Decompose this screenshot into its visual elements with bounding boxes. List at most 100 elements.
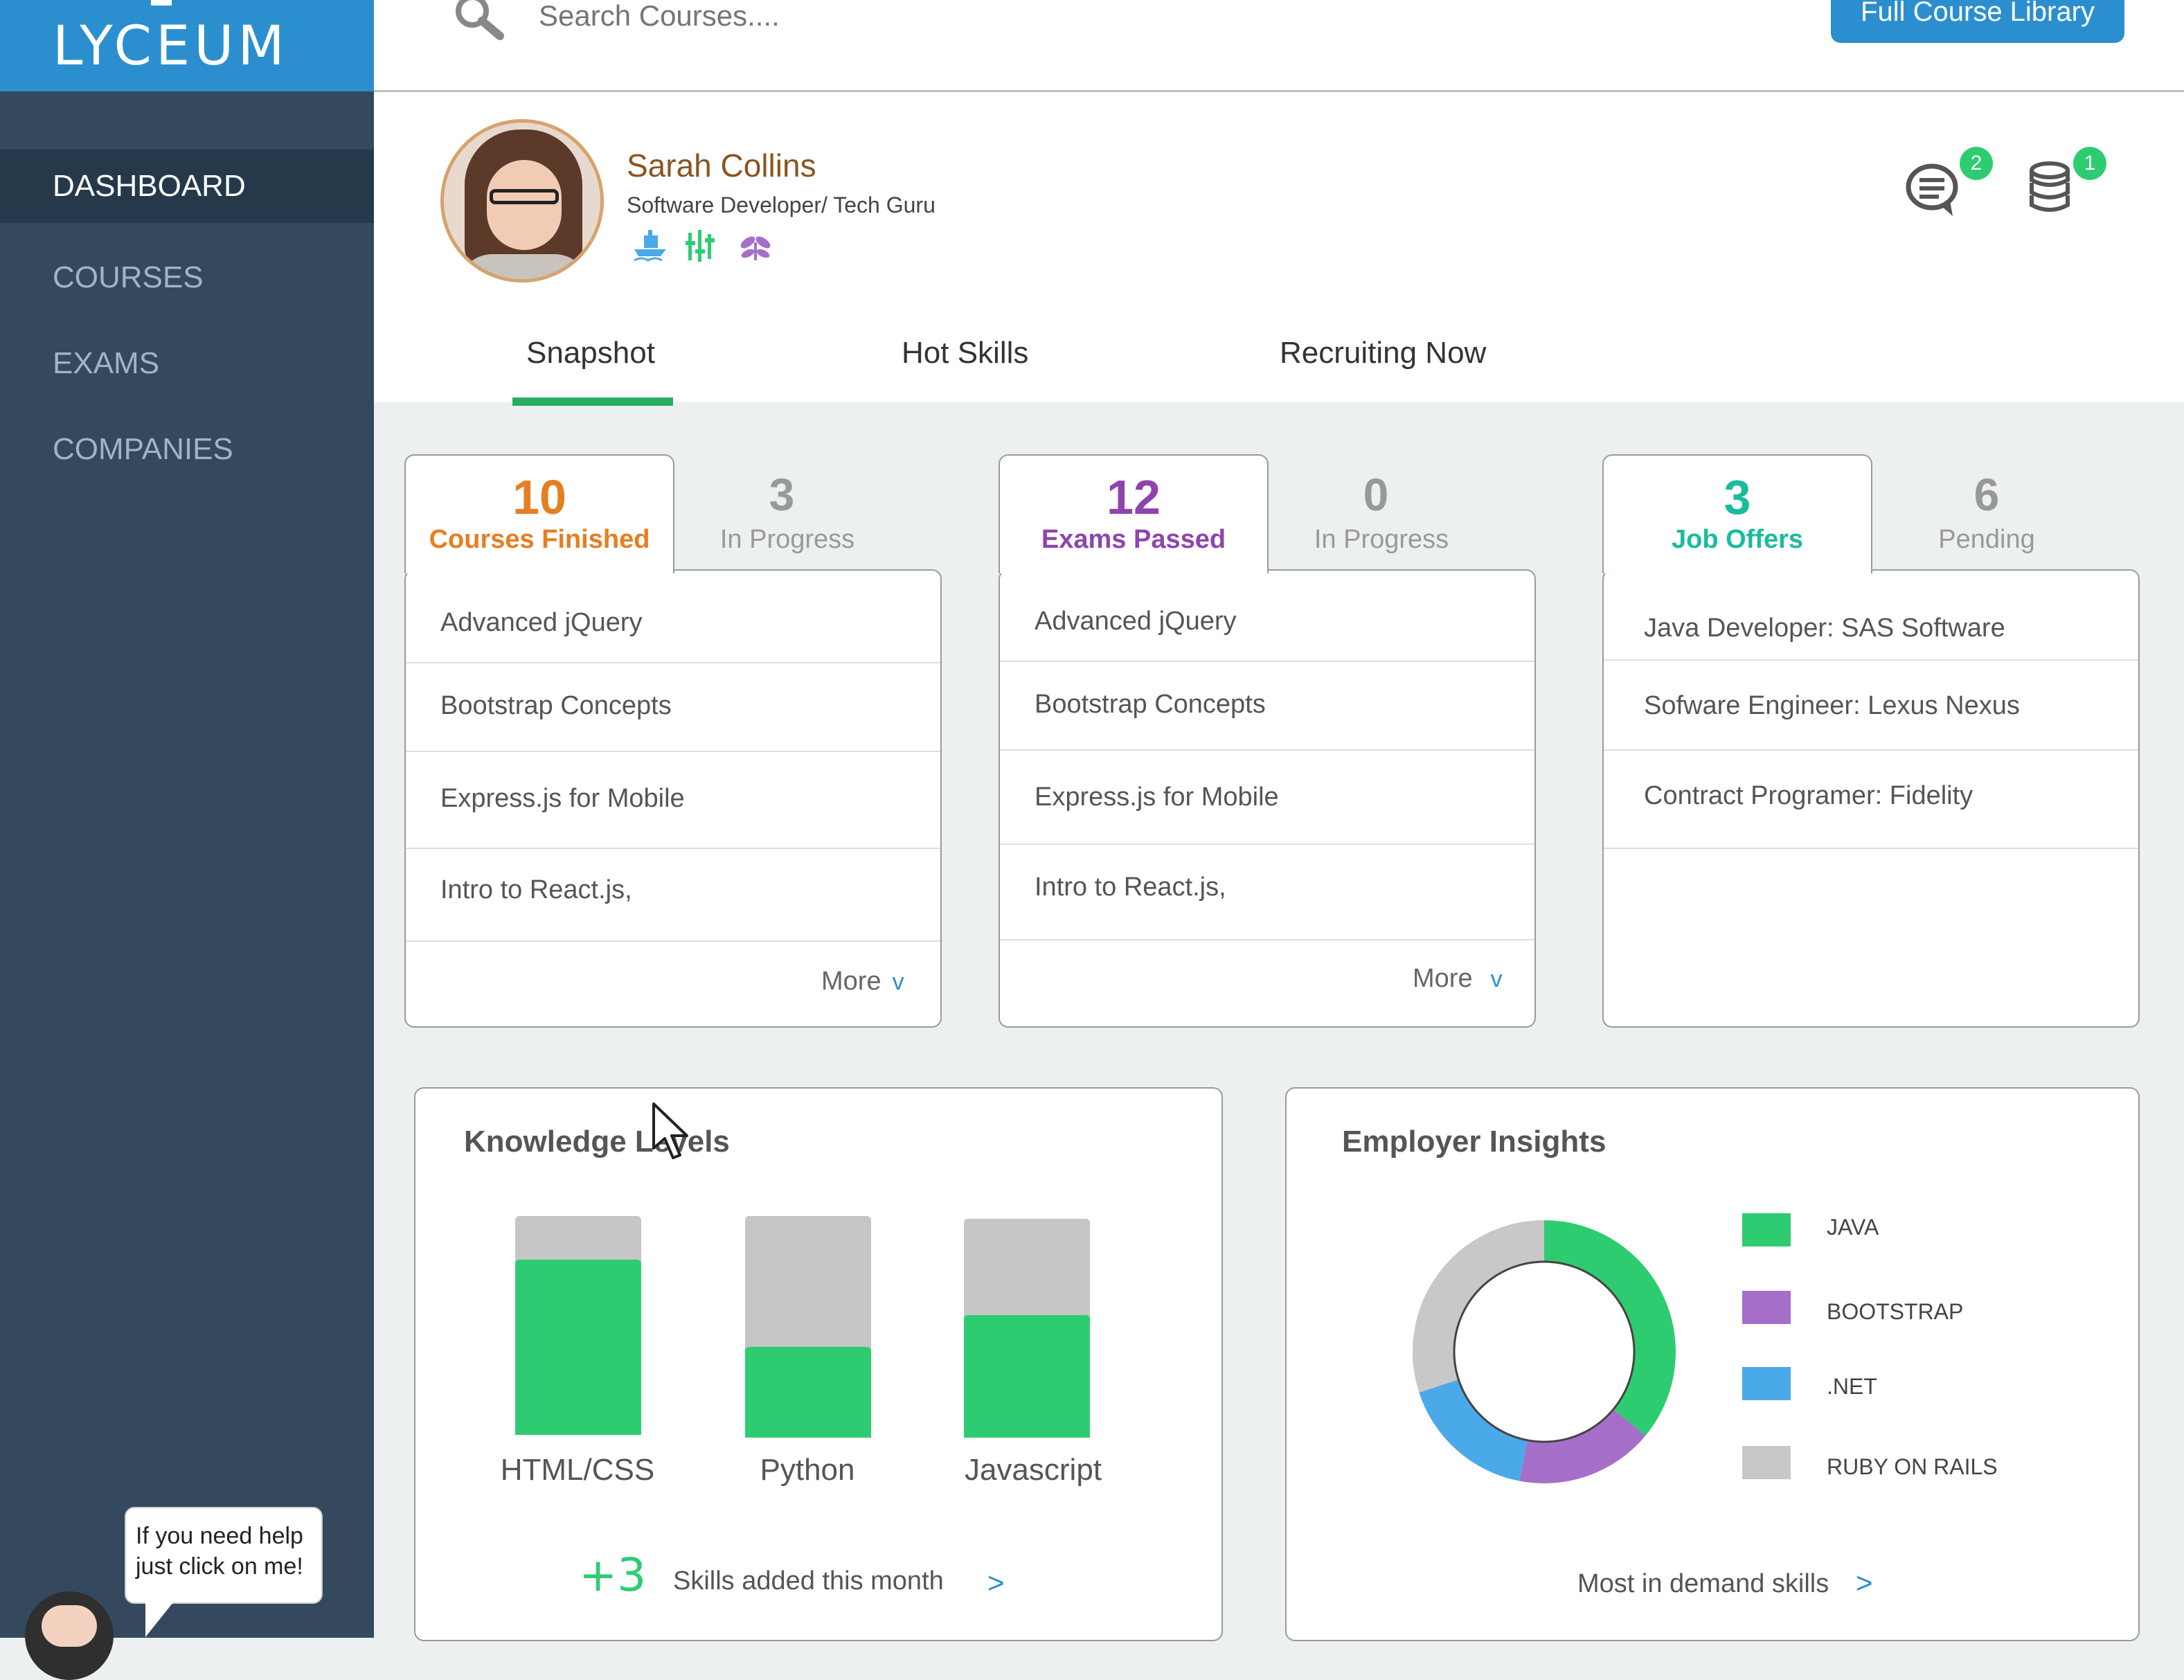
employer-insights-title: Employer Insights	[1342, 1125, 1606, 1159]
chevron-down-icon: v	[892, 969, 904, 995]
list-item[interactable]: Advanced jQuery	[406, 571, 940, 663]
messages-count-badge: 2	[1960, 147, 1993, 180]
list-item-text: Intro to React.js,	[1035, 873, 1226, 902]
list-item-text: Bootstrap Concepts	[440, 691, 672, 720]
donut-segment-ruby-on-rails	[1413, 1220, 1545, 1393]
skills-added-text: Skills added this month	[673, 1566, 944, 1596]
user-title: Software Developer/ Tech Guru	[627, 193, 936, 217]
avatar-body	[458, 254, 589, 279]
list-item-text: Express.js for Mobile	[440, 784, 685, 813]
skills-donut-chart	[1413, 1220, 1676, 1483]
job-offers-label: Job Offers	[1671, 525, 1804, 554]
list-item-text: Java Developer: SAS Software	[1644, 614, 2005, 643]
courses-more-link[interactable]: More v	[821, 967, 904, 997]
bar-track-python	[745, 1216, 871, 1438]
list-item[interactable]: Java Developer: SAS Software	[1604, 571, 2138, 661]
donut-inner-ring	[1453, 1260, 1636, 1443]
tab-hot-skills[interactable]: Hot Skills	[902, 336, 1029, 370]
exams-card: Advanced jQuery Bootstrap Concepts Expre…	[999, 569, 1536, 1028]
bar-javascript	[964, 1315, 1090, 1438]
bar-label-python: Python	[760, 1453, 855, 1487]
courses-card: Advanced jQuery Bootstrap Concepts Expre…	[404, 569, 942, 1028]
skills-added-count: +3	[579, 1548, 647, 1602]
list-item[interactable]: Bootstrap Concepts	[406, 663, 940, 752]
jobs-card: Java Developer: SAS Software Sofware Eng…	[1602, 569, 2140, 1028]
list-item[interactable]: Intro to React.js,	[1000, 845, 1534, 940]
list-item-text: Bootstrap Concepts	[1035, 690, 1266, 719]
courses-in-progress-count[interactable]: 3	[769, 469, 795, 520]
sidebar-item-companies[interactable]: COMPANIES	[53, 432, 233, 466]
list-item-text: Intro to React.js,	[440, 875, 632, 904]
search-input[interactable]	[537, 0, 956, 37]
list-item-text: Advanced jQuery	[440, 608, 643, 637]
list-item[interactable]: Sofware Engineer: Lexus Nexus	[1604, 661, 2138, 751]
bar-python	[745, 1347, 871, 1438]
list-item-text: Express.js for Mobile	[1035, 783, 1279, 812]
active-tab-indicator	[512, 397, 673, 406]
sidebar-item-dashboard[interactable]: DASHBOARD	[0, 150, 374, 223]
bar-label-javascript: Javascript	[964, 1453, 1102, 1487]
jobs-pending-count[interactable]: 6	[1973, 469, 2000, 520]
leaf-icon[interactable]	[737, 229, 774, 263]
knowledge-levels-title: Knowledge Levels	[464, 1125, 730, 1159]
courses-finished-label: Courses Finished	[429, 525, 650, 554]
more-label: More	[821, 967, 881, 996]
logo-mark	[151, 0, 172, 6]
help-text-line2: just click on me!	[136, 1553, 303, 1580]
tab-snapshot[interactable]: Snapshot	[526, 336, 655, 370]
messages-icon[interactable]	[1904, 157, 1971, 219]
most-in-demand-link[interactable]: >	[1856, 1566, 1873, 1599]
exams-passed-tab[interactable]: 12 Exams Passed	[999, 454, 1269, 573]
sidebar-item-courses[interactable]: COURSES	[53, 260, 204, 294]
donut-segment-net	[1419, 1379, 1528, 1481]
courses-finished-count: 10	[512, 470, 566, 524]
sidebar: LYCEUM DASHBOARD COURSES EXAMS COMPANIES…	[0, 0, 374, 1680]
avatar[interactable]	[440, 119, 604, 283]
skills-added-link[interactable]: >	[987, 1566, 1005, 1599]
help-assistant-avatar[interactable]	[25, 1591, 114, 1680]
jobs-pending-label[interactable]: Pending	[1938, 525, 2035, 554]
legend-label-net: .NET	[1827, 1374, 1877, 1399]
ship-icon[interactable]	[632, 229, 669, 263]
search-icon[interactable]	[451, 0, 507, 42]
help-bubble[interactable]: If you need help just click on me!	[125, 1507, 323, 1604]
exams-passed-label: Exams Passed	[1041, 525, 1226, 554]
exams-in-progress-count[interactable]: 0	[1363, 469, 1389, 520]
coins-count-badge: 1	[2073, 147, 2106, 180]
legend-swatch-java	[1742, 1213, 1791, 1246]
bar-track-html-css	[515, 1216, 641, 1435]
legend-swatch-bootstrap	[1742, 1291, 1791, 1324]
logo[interactable]: LYCEUM	[0, 0, 374, 91]
courses-finished-tab[interactable]: 10 Courses Finished	[404, 454, 674, 573]
chevron-down-icon: v	[1490, 966, 1503, 992]
list-item-text: Sofware Engineer: Lexus Nexus	[1644, 691, 2020, 720]
courses-in-progress-label[interactable]: In Progress	[719, 525, 855, 554]
sidebar-item-exams[interactable]: EXAMS	[53, 346, 160, 380]
list-item[interactable]: Express.js for Mobile	[406, 752, 940, 849]
full-course-library-button[interactable]: Full Course Library	[1831, 0, 2124, 43]
list-item[interactable]: Intro to React.js,	[406, 849, 940, 942]
legend-label-bootstrap: BOOTSTRAP	[1827, 1299, 1964, 1324]
help-text-line1: If you need help	[136, 1523, 303, 1549]
help-assistant-face	[42, 1605, 97, 1647]
job-offers-tab[interactable]: 3 Job Offers	[1602, 454, 1872, 573]
exams-more-link[interactable]: More v	[1413, 964, 1503, 994]
exams-in-progress-label[interactable]: In Progress	[1314, 525, 1449, 554]
more-label: More	[1413, 964, 1473, 993]
logo-text: LYCEUM	[53, 15, 289, 78]
list-item[interactable]: Express.js for Mobile	[1000, 751, 1534, 845]
donut-segment-java	[1543, 1220, 1676, 1436]
legend-label-ruby: RUBY ON RAILS	[1827, 1454, 1998, 1479]
user-name: Sarah Collins	[627, 148, 816, 184]
bar-track-javascript	[964, 1219, 1090, 1438]
tab-recruiting-now[interactable]: Recruiting Now	[1280, 336, 1487, 370]
job-offers-count: 3	[1724, 470, 1751, 524]
help-bubble-tail	[145, 1602, 173, 1637]
bars-icon[interactable]	[684, 229, 722, 263]
list-item[interactable]: Contract Programer: Fidelity	[1604, 751, 2138, 849]
list-item[interactable]: Bootstrap Concepts	[1000, 662, 1534, 751]
list-item[interactable]: Advanced jQuery	[1000, 571, 1534, 662]
most-in-demand-text: Most in demand skills	[1577, 1569, 1829, 1598]
exams-passed-count: 12	[1107, 470, 1161, 524]
coins-icon[interactable]	[2022, 157, 2088, 219]
